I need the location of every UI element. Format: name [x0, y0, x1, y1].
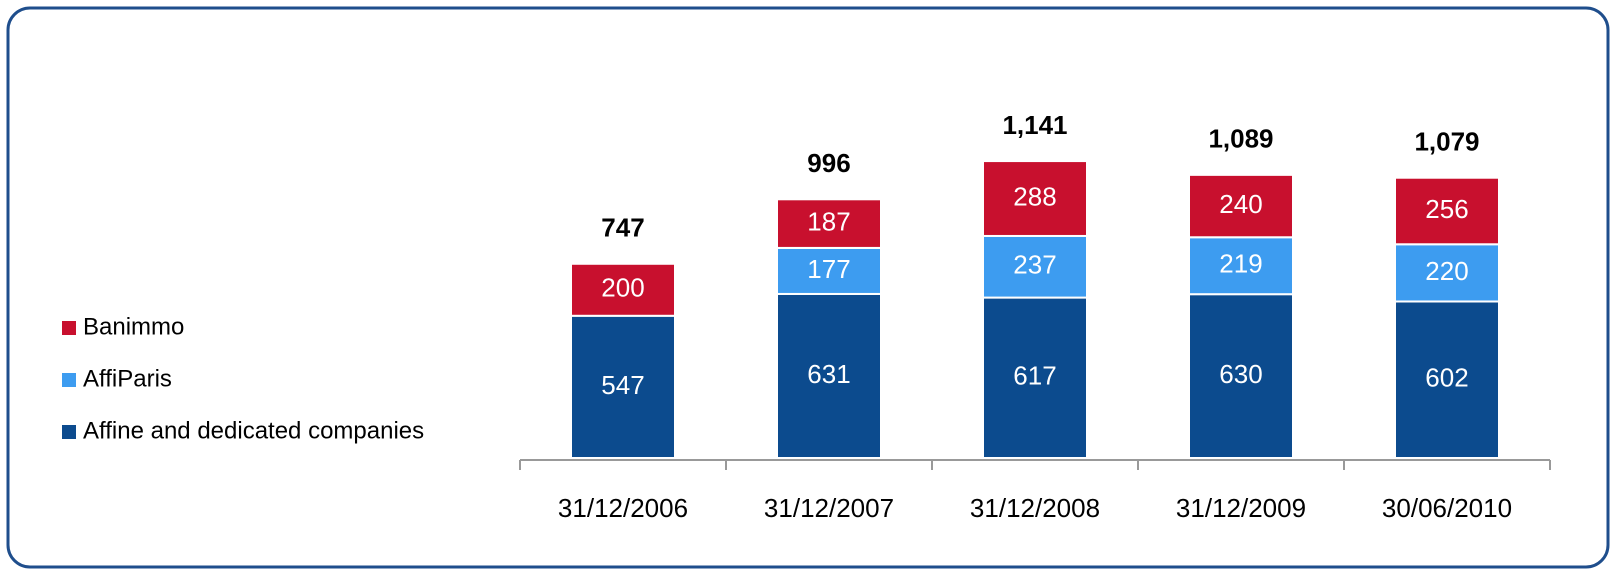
x-tick-label: 31/12/2007 — [764, 493, 894, 523]
bar-segment — [982, 234, 1088, 299]
bar-segment — [776, 198, 882, 249]
legend-label: AffiParis — [83, 365, 172, 392]
legend-label: Affine and dedicated companies — [83, 417, 424, 444]
total-label: 996 — [807, 148, 850, 178]
segment-label: 187 — [807, 206, 850, 236]
bar-segment — [570, 262, 676, 317]
bar-segment — [776, 246, 882, 295]
bar-segment — [776, 292, 882, 459]
bar-segment — [1394, 300, 1500, 460]
bar-segment — [982, 296, 1088, 459]
segment-label: 547 — [601, 370, 644, 400]
bar-segment — [1188, 236, 1294, 296]
x-tick-label: 31/12/2008 — [970, 493, 1100, 523]
total-label: 1,089 — [1208, 124, 1273, 154]
segment-label: 219 — [1219, 249, 1262, 279]
x-tick-label: 30/06/2010 — [1382, 493, 1512, 523]
legend-swatch — [62, 425, 76, 439]
total-label: 747 — [601, 213, 644, 243]
x-tick-label: 31/12/2006 — [558, 493, 688, 523]
frame — [6, 6, 1610, 569]
legend-swatch — [62, 373, 76, 387]
bar-segment — [570, 314, 676, 459]
segment-label: 200 — [601, 273, 644, 303]
segment-label: 177 — [807, 254, 850, 284]
bar-segment — [1394, 176, 1500, 246]
segment-label: 630 — [1219, 359, 1262, 389]
legend-swatch — [62, 321, 76, 335]
segment-label: 288 — [1013, 181, 1056, 211]
total-label: 1,079 — [1414, 126, 1479, 156]
bar-segment — [982, 160, 1088, 237]
segment-label: 220 — [1425, 256, 1468, 286]
segment-label: 256 — [1425, 194, 1468, 224]
bar-segment — [1188, 173, 1294, 239]
segment-label: 631 — [807, 359, 850, 389]
segment-label: 617 — [1013, 361, 1056, 391]
legend-label: Banimmo — [83, 313, 184, 340]
segment-label: 237 — [1013, 250, 1056, 280]
segment-label: 602 — [1425, 363, 1468, 393]
segment-label: 240 — [1219, 189, 1262, 219]
x-tick-label: 31/12/2009 — [1176, 493, 1306, 523]
total-label: 1,141 — [1002, 110, 1067, 140]
